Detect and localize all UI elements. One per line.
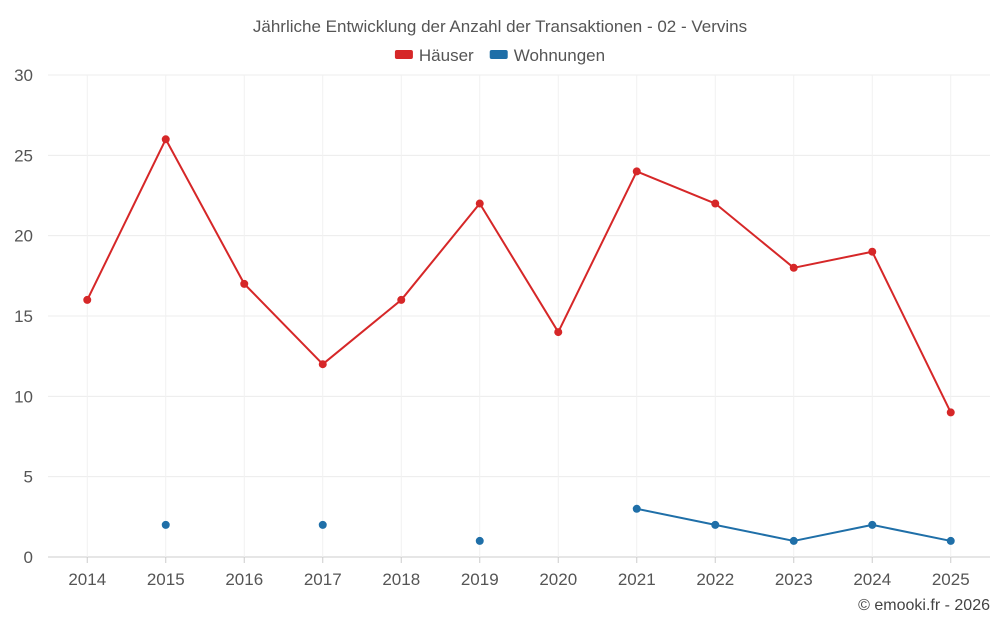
data-point <box>789 536 798 545</box>
data-point <box>475 199 484 208</box>
legend-swatch <box>394 50 413 59</box>
x-tick-label: 2025 <box>932 570 970 589</box>
data-point <box>868 247 877 256</box>
grid-lines <box>48 74 990 558</box>
data-point <box>868 520 877 529</box>
data-point <box>475 536 484 545</box>
legend-item: Wohnungen <box>489 46 605 65</box>
data-point <box>632 167 641 176</box>
legend-item: Häuser <box>394 46 474 65</box>
series-layer <box>83 135 955 545</box>
data-point <box>946 536 955 545</box>
chart-title: Jährliche Entwicklung der Anzahl der Tra… <box>253 17 747 36</box>
x-tick-label: 2015 <box>147 570 185 589</box>
x-tick-label: 2019 <box>461 570 499 589</box>
y-tick-label: 25 <box>14 146 33 165</box>
data-point <box>161 135 170 144</box>
data-point <box>318 520 327 529</box>
data-point <box>789 263 798 272</box>
x-tick-label: 2023 <box>775 570 813 589</box>
data-point <box>632 504 641 513</box>
y-tick-label: 20 <box>14 227 33 246</box>
data-point <box>397 295 406 304</box>
series-h-user <box>83 135 955 417</box>
series-line <box>86 138 952 413</box>
x-tick-label: 2020 <box>539 570 577 589</box>
x-tick-label: 2024 <box>853 570 891 589</box>
y-tick-label: 5 <box>24 468 33 487</box>
legend-label: Wohnungen <box>514 46 605 65</box>
legend-label: Häuser <box>419 46 474 65</box>
x-tick-label: 2014 <box>68 570 106 589</box>
data-point <box>554 328 563 337</box>
series-wohnungen <box>161 504 955 545</box>
x-tick-label: 2022 <box>696 570 734 589</box>
data-point <box>946 408 955 417</box>
legend: Häuser Wohnungen <box>394 46 605 65</box>
y-tick-label: 10 <box>14 387 33 406</box>
data-point <box>161 520 170 529</box>
x-tick-label: 2018 <box>382 570 420 589</box>
y-tick-label: 0 <box>24 548 33 567</box>
legend-swatch <box>489 50 508 59</box>
data-point <box>240 279 249 288</box>
data-point <box>318 360 327 369</box>
x-tick-label: 2021 <box>618 570 656 589</box>
x-tick-label: 2017 <box>304 570 342 589</box>
y-tick-label: 15 <box>14 307 33 326</box>
data-point <box>711 520 720 529</box>
data-point <box>711 199 720 208</box>
data-point <box>83 295 92 304</box>
y-tick-label: 30 <box>14 66 33 85</box>
copyright-credit: © emooki.fr - 2026 <box>858 597 990 614</box>
x-tick-label: 2016 <box>225 570 263 589</box>
